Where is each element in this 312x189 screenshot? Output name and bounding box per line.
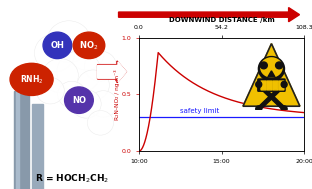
Text: NO: NO [72,96,86,105]
Ellipse shape [258,57,285,81]
Y-axis label: R₂N-NO₂ / ng m⁻³: R₂N-NO₂ / ng m⁻³ [114,69,120,120]
FancyBboxPatch shape [267,81,272,90]
Ellipse shape [58,81,86,108]
Ellipse shape [261,58,282,77]
X-axis label: DOWNWIND DISTANCE /km: DOWNWIND DISTANCE /km [169,17,274,23]
Text: RNH$_2$: RNH$_2$ [20,73,43,86]
Ellipse shape [256,81,262,88]
Ellipse shape [256,106,262,112]
FancyArrow shape [98,61,126,83]
Ellipse shape [84,51,117,81]
FancyBboxPatch shape [16,91,19,189]
FancyBboxPatch shape [32,104,43,189]
Ellipse shape [73,32,105,59]
Polygon shape [268,71,275,77]
FancyBboxPatch shape [261,81,266,90]
Ellipse shape [43,32,72,59]
Text: R = HOCH$_2$CH$_2$: R = HOCH$_2$CH$_2$ [35,172,109,185]
Ellipse shape [260,62,267,69]
Ellipse shape [275,62,283,69]
FancyBboxPatch shape [273,81,278,90]
Ellipse shape [281,81,287,88]
Ellipse shape [68,36,104,70]
Ellipse shape [57,51,101,93]
Ellipse shape [281,106,287,112]
Text: safety limit: safety limit [180,108,219,114]
Ellipse shape [89,91,117,117]
FancyBboxPatch shape [258,79,285,91]
Ellipse shape [71,90,101,118]
Ellipse shape [42,59,78,93]
Ellipse shape [36,77,64,104]
Ellipse shape [47,21,91,62]
Ellipse shape [65,87,93,113]
FancyBboxPatch shape [279,81,284,90]
FancyArrow shape [258,83,285,110]
Text: OH: OH [51,41,64,50]
Ellipse shape [77,70,110,100]
Ellipse shape [34,34,75,72]
Ellipse shape [87,111,114,135]
Ellipse shape [10,63,53,95]
Polygon shape [243,44,300,106]
FancyBboxPatch shape [14,91,29,189]
FancyArrow shape [258,83,285,110]
FancyArrow shape [119,8,300,22]
FancyArrow shape [98,62,126,82]
Text: NO$_2$: NO$_2$ [79,39,99,52]
